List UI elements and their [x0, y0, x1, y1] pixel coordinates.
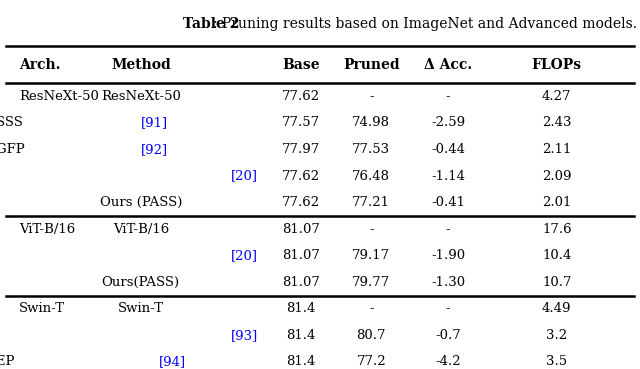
Text: Base: Base: [282, 58, 319, 72]
Text: ViT-B/16: ViT-B/16: [113, 223, 169, 236]
Text: 79.77: 79.77: [352, 276, 390, 289]
Text: 4.49: 4.49: [542, 302, 572, 315]
Text: 77.57: 77.57: [282, 116, 320, 130]
Text: 2.43: 2.43: [542, 116, 572, 130]
Text: 3.2: 3.2: [546, 329, 568, 342]
Text: 2.01: 2.01: [542, 196, 572, 209]
Text: 17.6: 17.6: [542, 223, 572, 236]
Text: -0.44: -0.44: [431, 143, 465, 156]
Text: 10.4: 10.4: [542, 249, 572, 262]
Text: Swin-T: Swin-T: [118, 302, 164, 315]
Text: -0.41: -0.41: [431, 196, 465, 209]
Text: Table 2: Table 2: [183, 17, 239, 31]
Text: 4.27: 4.27: [542, 90, 572, 103]
Text: Arch.: Arch.: [19, 58, 61, 72]
Text: 77.62: 77.62: [282, 90, 320, 103]
Text: STEP: STEP: [0, 355, 19, 369]
Text: 81.07: 81.07: [282, 249, 320, 262]
Text: -4.2: -4.2: [435, 355, 461, 369]
Text: 3.5: 3.5: [546, 355, 568, 369]
Text: : Pruning results based on ImageNet and Advanced models.: : Pruning results based on ImageNet and …: [213, 17, 637, 31]
Text: FLOPs: FLOPs: [532, 58, 582, 72]
Text: [20]: [20]: [231, 169, 259, 183]
Text: 76.48: 76.48: [352, 169, 390, 183]
Text: 10.7: 10.7: [542, 276, 572, 289]
Text: 81.4: 81.4: [286, 355, 316, 369]
Text: -: -: [369, 90, 374, 103]
Text: Ours(PASS): Ours(PASS): [102, 276, 180, 289]
Text: 77.21: 77.21: [352, 196, 390, 209]
Text: -: -: [369, 223, 374, 236]
Text: -0.7: -0.7: [435, 329, 461, 342]
Text: GFP: GFP: [0, 143, 29, 156]
Text: 77.2: 77.2: [356, 355, 386, 369]
Text: ViT-B/16: ViT-B/16: [19, 223, 76, 236]
Text: [20]: [20]: [231, 249, 259, 262]
Text: -1.14: -1.14: [431, 169, 465, 183]
Text: [92]: [92]: [141, 143, 168, 156]
Text: SSS: SSS: [0, 116, 28, 130]
Text: ResNeXt-50: ResNeXt-50: [19, 90, 99, 103]
Text: 77.97: 77.97: [282, 143, 320, 156]
Text: 81.4: 81.4: [286, 329, 316, 342]
Text: [93]: [93]: [231, 329, 259, 342]
Text: -: -: [369, 302, 374, 315]
Text: 77.62: 77.62: [282, 196, 320, 209]
Text: 2.11: 2.11: [542, 143, 572, 156]
Text: -1.90: -1.90: [431, 249, 465, 262]
Text: ResNeXt-50: ResNeXt-50: [101, 90, 180, 103]
Text: [94]: [94]: [159, 355, 186, 369]
Text: -2.59: -2.59: [431, 116, 465, 130]
Text: Pruned: Pruned: [343, 58, 399, 72]
Text: 79.17: 79.17: [352, 249, 390, 262]
Text: 77.53: 77.53: [352, 143, 390, 156]
Text: 80.7: 80.7: [356, 329, 386, 342]
Text: -1.30: -1.30: [431, 276, 465, 289]
Text: 81.07: 81.07: [282, 223, 320, 236]
Text: -: -: [445, 223, 451, 236]
Text: -: -: [445, 302, 451, 315]
Text: 81.4: 81.4: [286, 302, 316, 315]
Text: Ours (PASS): Ours (PASS): [100, 196, 182, 209]
Text: 81.07: 81.07: [282, 276, 320, 289]
Text: 2.09: 2.09: [542, 169, 572, 183]
Text: 74.98: 74.98: [352, 116, 390, 130]
Text: Method: Method: [111, 58, 171, 72]
Text: Swin-T: Swin-T: [19, 302, 65, 315]
Text: [91]: [91]: [141, 116, 168, 130]
Text: Δ Acc.: Δ Acc.: [424, 58, 472, 72]
Text: -: -: [445, 90, 451, 103]
Text: 77.62: 77.62: [282, 169, 320, 183]
